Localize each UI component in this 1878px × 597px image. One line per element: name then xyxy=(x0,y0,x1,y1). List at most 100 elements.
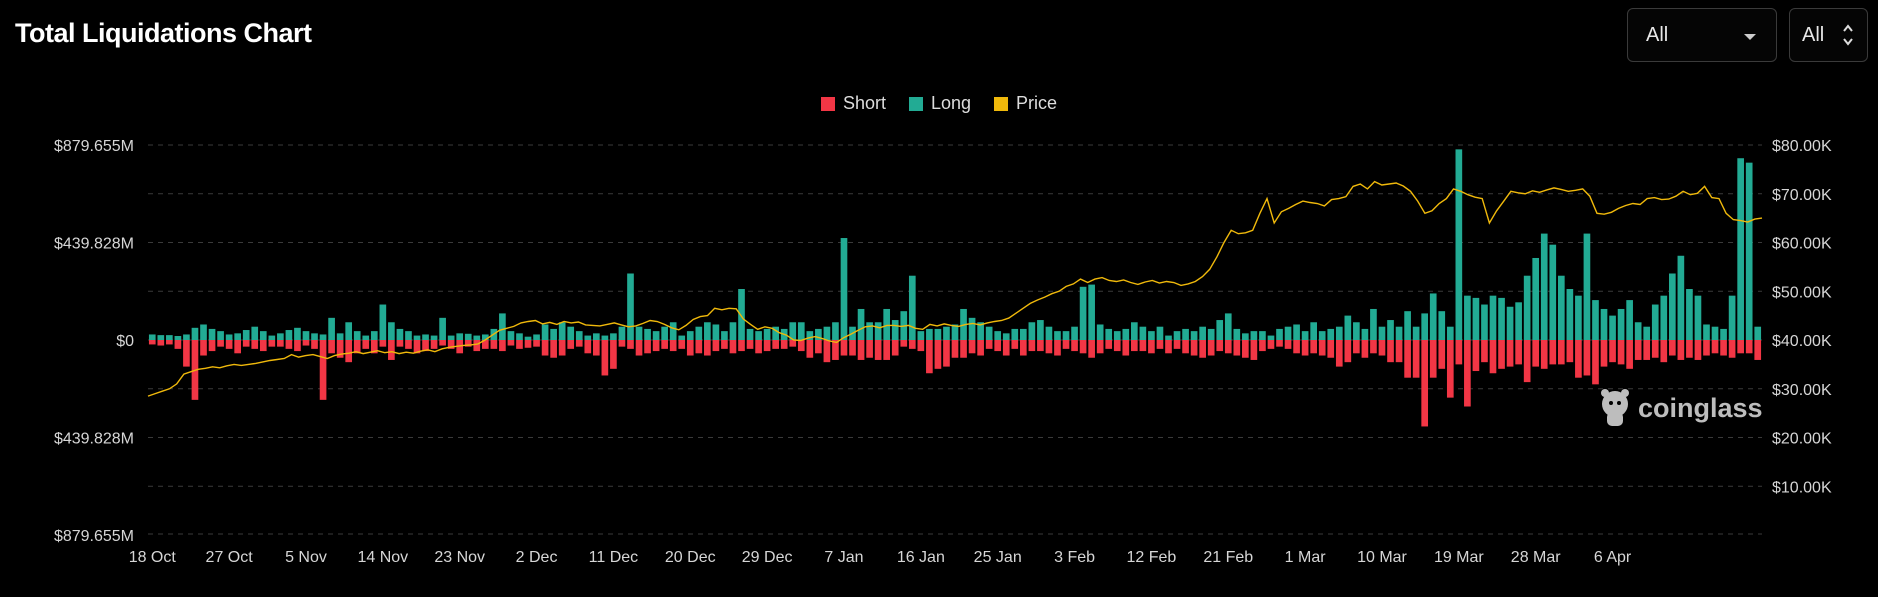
long-bar xyxy=(1540,233,1548,340)
short-bar xyxy=(1037,340,1044,352)
short-bar xyxy=(1148,340,1155,354)
exchange-select-value: All xyxy=(1802,24,1825,46)
long-bar xyxy=(1071,326,1078,340)
short-bar xyxy=(1062,340,1070,349)
long-bar xyxy=(644,328,651,340)
short-bar xyxy=(1293,340,1300,354)
long-bar xyxy=(1045,326,1053,340)
short-bar xyxy=(1096,340,1104,354)
short-bar xyxy=(1745,340,1753,354)
long-bar xyxy=(908,275,916,340)
y-left-tick-label: $439.828M xyxy=(54,236,134,253)
short-bar xyxy=(1669,340,1676,356)
short-bar xyxy=(1703,340,1710,356)
exchange-select[interactable]: All xyxy=(1789,8,1868,62)
short-bar xyxy=(1532,340,1540,367)
coinglass-logo-icon xyxy=(1601,389,1629,426)
range-select[interactable]: All xyxy=(1627,8,1777,62)
long-bar xyxy=(302,331,310,340)
short-bar xyxy=(464,340,472,347)
short-bar xyxy=(610,340,617,369)
long-bar xyxy=(601,335,609,340)
long-bar xyxy=(362,335,370,340)
long-bar xyxy=(704,322,711,340)
long-bar xyxy=(345,322,353,340)
short-bar xyxy=(1609,340,1616,363)
short-bar xyxy=(1643,340,1651,360)
short-bar xyxy=(157,340,165,346)
short-bar xyxy=(644,340,651,354)
legend-swatch-price xyxy=(994,96,1009,111)
short-bar xyxy=(1412,340,1420,378)
short-bar xyxy=(1549,340,1557,365)
long-bar xyxy=(217,331,224,340)
long-bar xyxy=(1498,297,1505,340)
short-bar xyxy=(985,340,993,349)
short-bar xyxy=(695,340,703,354)
short-bar xyxy=(849,340,856,356)
long-bar xyxy=(464,333,472,340)
y-right-tick-label: $30.00K xyxy=(1772,382,1832,399)
long-bar xyxy=(1609,315,1616,340)
long-bar xyxy=(1600,308,1608,340)
short-bar xyxy=(1002,340,1010,356)
short-bar xyxy=(789,340,797,347)
y-right-tick-label: $70.00K xyxy=(1772,187,1832,204)
short-bar xyxy=(285,340,293,349)
long-bar xyxy=(499,313,506,340)
short-bar xyxy=(1694,340,1702,360)
long-bar xyxy=(183,334,190,340)
short-bar xyxy=(311,340,318,349)
x-tick-label: 29 Dec xyxy=(742,549,793,566)
long-bar xyxy=(832,322,839,340)
long-bar xyxy=(1190,331,1198,340)
short-bar xyxy=(362,340,370,349)
short-bar xyxy=(1387,340,1394,363)
price-layer xyxy=(147,180,1763,397)
short-bar xyxy=(1566,340,1574,363)
long-bar xyxy=(1131,322,1138,340)
short-bar xyxy=(533,340,540,347)
short-bar xyxy=(413,340,421,354)
short-bar xyxy=(370,340,378,354)
short-bar xyxy=(840,340,848,356)
short-bar xyxy=(242,340,250,347)
x-tick-label: 7 Jan xyxy=(824,549,863,566)
y-right-tick-label: $10.00K xyxy=(1772,479,1832,496)
x-tick-label: 11 Dec xyxy=(589,549,639,566)
x-tick-label: 12 Feb xyxy=(1127,549,1177,566)
short-bar xyxy=(593,340,600,356)
short-bar xyxy=(1395,340,1403,363)
long-bar xyxy=(874,322,882,340)
short-bar xyxy=(1276,340,1283,347)
long-bar xyxy=(148,334,156,340)
long-bar xyxy=(1019,328,1027,340)
long-bar xyxy=(755,331,762,340)
short-bar xyxy=(678,340,686,349)
legend-item-long[interactable]: Long xyxy=(908,93,971,114)
long-bar xyxy=(1711,326,1719,340)
long-bar xyxy=(1472,297,1480,340)
legend-item-price[interactable]: Price xyxy=(994,93,1057,114)
short-bar xyxy=(1071,340,1078,352)
short-bar xyxy=(1472,340,1480,372)
short-bar xyxy=(439,340,446,346)
short-bar xyxy=(234,340,241,354)
long-bar xyxy=(926,328,933,340)
short-bar xyxy=(1660,340,1668,363)
long-bar xyxy=(823,326,831,340)
short-bar xyxy=(926,340,933,374)
short-bar xyxy=(1737,340,1744,354)
long-bar xyxy=(533,334,540,340)
long-bar xyxy=(379,304,387,340)
long-bar xyxy=(1088,284,1095,340)
long-bar xyxy=(746,328,754,340)
long-bar xyxy=(311,333,318,340)
y-left-tick-label: $439.828M xyxy=(54,431,134,448)
left-axis: $879.655M $439.828M $0 $439.828M $879.655M xyxy=(54,138,134,545)
long-bar xyxy=(481,334,489,340)
short-bar xyxy=(1370,340,1377,354)
legend-item-short[interactable]: Short xyxy=(820,93,886,114)
coinglass-watermark: coinglass xyxy=(1598,388,1763,428)
